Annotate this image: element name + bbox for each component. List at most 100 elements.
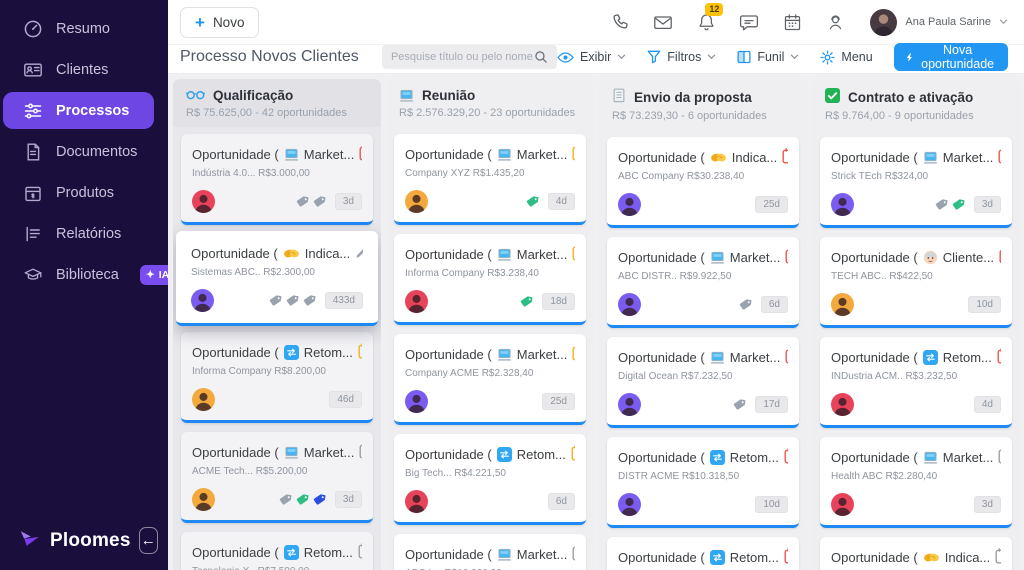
- sidebar-item-processos[interactable]: Processos: [3, 92, 154, 129]
- opportunity-card[interactable]: Oportunidade (Retom...MEDICAL ACME. R$12…: [607, 537, 799, 570]
- owner-avatar[interactable]: [192, 388, 215, 411]
- days-in-stage-badge: 46d: [329, 391, 362, 408]
- opportunity-card[interactable]: Oportunidade (Retom... INDustria ACM.. R$…: [820, 337, 1012, 428]
- handshake-icon: [710, 151, 727, 164]
- calendar-alert-icon[interactable]: [785, 348, 788, 367]
- filtros-dropdown[interactable]: Filtros: [647, 50, 716, 64]
- owner-avatar[interactable]: [405, 490, 428, 513]
- calendar-alert-icon[interactable]: [785, 248, 788, 267]
- calendar-alert-icon[interactable]: [998, 148, 1001, 167]
- opportunity-card[interactable]: Oportunidade (Indica... Sistemas ABC.. R$…: [176, 231, 378, 326]
- calendar-alert-icon[interactable]: [358, 543, 362, 562]
- calendar-alert-icon[interactable]: [999, 248, 1001, 267]
- column-header[interactable]: Contrato e ativação R$ 9.764,00 - 9 oport…: [812, 79, 1020, 130]
- user-avatar: [870, 8, 898, 36]
- calendar-alert-icon[interactable]: [358, 343, 362, 362]
- mail-icon[interactable]: [653, 12, 673, 32]
- opportunity-card[interactable]: Oportunidade (Market... ABC Inc R$10.320,…: [394, 534, 586, 570]
- opportunity-card[interactable]: Oportunidade (Market... Company ACME R$2.…: [394, 334, 586, 425]
- opportunity-card[interactable]: Oportunidade (Indica...Corpus Med R$5.02…: [820, 537, 1012, 570]
- owner-avatar[interactable]: [831, 293, 854, 316]
- calendar-alert-icon[interactable]: [782, 148, 788, 167]
- owner-avatar[interactable]: [618, 393, 641, 416]
- process-toolbar: Processo Novos Clientes Exibir Filtros F…: [168, 43, 1024, 74]
- ploomes-logo-icon: [18, 529, 42, 553]
- plus-icon: +: [195, 12, 205, 32]
- sidebar-item-resumo[interactable]: Resumo: [0, 8, 168, 49]
- owner-avatar[interactable]: [831, 493, 854, 516]
- calendar-alert-icon[interactable]: [572, 245, 575, 264]
- opportunity-card[interactable]: Oportunidade (Retom... Tecnologia X.. R$7…: [181, 532, 373, 570]
- owner-avatar[interactable]: [618, 293, 641, 316]
- opportunity-card[interactable]: Oportunidade (Market... ABC DISTR.. R$9.9…: [607, 237, 799, 328]
- calendar-alert-icon[interactable]: [995, 548, 1001, 567]
- owner-avatar[interactable]: [405, 290, 428, 313]
- owner-avatar[interactable]: [192, 190, 215, 213]
- opportunity-card[interactable]: Oportunidade (Market... ACME Tech... R$5.…: [181, 432, 373, 523]
- chat-icon[interactable]: [739, 12, 759, 32]
- opportunity-card[interactable]: Oportunidade (Cliente... TECH ABC.. R$422…: [820, 237, 1012, 328]
- ai-badge[interactable]: ✦ IA: [139, 264, 178, 285]
- calendar-icon[interactable]: [782, 12, 802, 32]
- owner-avatar[interactable]: [831, 193, 854, 216]
- owner-avatar[interactable]: [405, 190, 428, 213]
- opportunity-card[interactable]: Oportunidade (Market... Health ABC R$2.28…: [820, 437, 1012, 528]
- calendar-alert-icon[interactable]: [997, 348, 1001, 367]
- column-header[interactable]: Qualificação R$ 75.625,00 - 42 oportunida…: [173, 79, 381, 127]
- opportunity-card[interactable]: Oportunidade (Market... Indústria 4.0... …: [181, 134, 373, 225]
- card-title: Oportunidade (Indica...: [831, 548, 1001, 567]
- owner-avatar[interactable]: [191, 289, 214, 312]
- opportunity-card[interactable]: Oportunidade (Market... Company XYZ R$1.4…: [394, 134, 586, 225]
- calendar-alert-icon[interactable]: [572, 545, 575, 564]
- column-header[interactable]: Reunião R$ 2.576.329,20 - 23 oportunidade…: [386, 79, 594, 127]
- kanban-column: Contrato e ativação R$ 9.764,00 - 9 oport…: [812, 79, 1020, 570]
- opportunity-card[interactable]: Oportunidade (Indica... ABC Company R$30.…: [607, 137, 799, 228]
- owner-avatar[interactable]: [618, 193, 641, 216]
- notifications-bell-icon[interactable]: 12: [696, 3, 724, 32]
- edit-pencil-icon[interactable]: [355, 245, 363, 262]
- opportunity-card[interactable]: Oportunidade (Market... Strick TEch R$324…: [820, 137, 1012, 228]
- card-footer: 4d: [831, 393, 1001, 416]
- sidebar-item-clientes[interactable]: Clientes: [0, 49, 168, 90]
- sidebar-item-produtos[interactable]: Produtos: [0, 172, 168, 213]
- nova-oportunidade-button[interactable]: Nova oportunidade: [893, 43, 1008, 71]
- calendar-alert-icon[interactable]: [784, 448, 788, 467]
- card-title: Oportunidade (Market...: [618, 248, 788, 267]
- user-menu[interactable]: Ana Paula Sarine: [870, 8, 1008, 36]
- exibir-dropdown[interactable]: Exibir: [557, 50, 626, 64]
- calendar-alert-icon[interactable]: [572, 345, 575, 364]
- sidebar-menu: Resumo Clientes Processos Documentos Pro…: [0, 0, 178, 513]
- calendar-alert-icon[interactable]: [784, 548, 788, 567]
- sidebar-item-biblioteca[interactable]: Biblioteca ✦ IA: [0, 254, 178, 295]
- gear-icon: [820, 49, 835, 65]
- owner-avatar[interactable]: [192, 488, 215, 511]
- calendar-alert-icon[interactable]: [359, 443, 362, 462]
- search-box[interactable]: [381, 45, 558, 69]
- support-agent-icon[interactable]: [825, 12, 845, 32]
- repeat-icon: [709, 450, 725, 465]
- chevron-down-icon: [707, 54, 716, 60]
- phone-icon[interactable]: [610, 12, 630, 32]
- card-title-suffix: Retom...: [303, 345, 353, 360]
- owner-avatar[interactable]: [405, 390, 428, 413]
- sidebar-item-relatorios[interactable]: Relatórios: [0, 213, 168, 254]
- owner-avatar[interactable]: [618, 493, 641, 516]
- calendar-alert-icon[interactable]: [572, 145, 575, 164]
- collapse-sidebar-button[interactable]: ←: [138, 527, 158, 554]
- opportunity-card[interactable]: Oportunidade (Retom... Big Tech... R$4.22…: [394, 434, 586, 525]
- card-title-prefix: Oportunidade (: [405, 447, 492, 462]
- opportunity-card[interactable]: Oportunidade (Market... Informa Company R…: [394, 234, 586, 325]
- calendar-alert-icon[interactable]: [359, 145, 362, 164]
- sidebar-item-documentos[interactable]: Documentos: [0, 131, 168, 172]
- search-input[interactable]: [390, 51, 535, 63]
- column-header[interactable]: Envio da proposta R$ 73.239,30 - 6 oportu…: [599, 79, 807, 130]
- calendar-alert-icon[interactable]: [571, 445, 575, 464]
- calendar-alert-icon[interactable]: [998, 448, 1001, 467]
- menu-button[interactable]: Menu: [820, 49, 873, 65]
- opportunity-card[interactable]: Oportunidade (Retom... Informa Company R$…: [181, 332, 373, 423]
- new-button[interactable]: + Novo: [180, 6, 260, 38]
- opportunity-card[interactable]: Oportunidade (Retom... DISTR ACME R$10.31…: [607, 437, 799, 528]
- funil-dropdown[interactable]: Funil: [737, 50, 799, 64]
- opportunity-card[interactable]: Oportunidade (Market... Digital Ocean R$7…: [607, 337, 799, 428]
- owner-avatar[interactable]: [831, 393, 854, 416]
